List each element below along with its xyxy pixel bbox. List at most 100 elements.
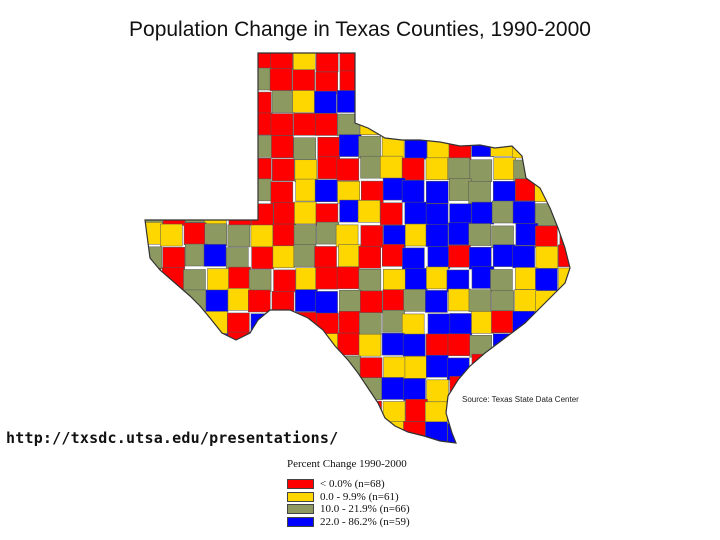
county-cell	[401, 112, 425, 136]
county-cell	[381, 332, 405, 356]
county-cell	[557, 423, 570, 443]
county-cell	[227, 312, 250, 336]
county-cell	[206, 399, 229, 422]
county-cell	[492, 112, 516, 135]
county-cell	[493, 157, 516, 180]
county-cell	[556, 354, 570, 378]
county-cell	[448, 222, 471, 245]
county-cell	[338, 311, 362, 334]
texas-map-svg	[144, 52, 571, 444]
county-cell	[182, 92, 206, 116]
county-cell	[145, 288, 163, 312]
county-cell	[185, 200, 208, 223]
county-cell	[448, 244, 471, 268]
county-cell	[405, 398, 428, 422]
county-cell	[182, 311, 205, 334]
legend-item-low: 0.0 - 9.9% (n=61)	[287, 491, 477, 504]
county-cell	[317, 137, 340, 160]
county-cell	[269, 68, 293, 91]
county-cell	[292, 69, 315, 92]
county-cell	[315, 113, 338, 136]
county-cell	[515, 178, 538, 202]
county-cell	[424, 401, 448, 425]
county-cell	[339, 399, 362, 422]
county-cell	[512, 245, 535, 269]
county-cell	[249, 135, 273, 158]
county-cell	[513, 70, 537, 94]
county-cell	[425, 290, 448, 313]
county-cell	[227, 400, 250, 424]
county-cell	[424, 70, 448, 93]
county-cell	[314, 179, 338, 202]
county-cell	[162, 399, 186, 422]
county-cell	[161, 267, 185, 290]
county-cell	[227, 288, 251, 311]
county-cell	[183, 378, 207, 401]
county-cell	[359, 357, 383, 380]
county-cell	[448, 112, 471, 135]
county-cell	[425, 224, 449, 247]
county-cell	[293, 244, 317, 267]
county-cell	[145, 91, 164, 115]
county-cell	[159, 53, 183, 71]
county-cell	[227, 331, 251, 355]
county-cell	[424, 114, 448, 137]
county-cell	[293, 113, 316, 136]
county-cell	[425, 157, 449, 181]
county-cell	[163, 178, 187, 201]
county-cell	[534, 90, 557, 113]
county-cell	[315, 291, 338, 314]
county-cell	[535, 421, 558, 443]
county-cell	[207, 268, 230, 291]
county-cell	[145, 70, 163, 93]
county-cell	[493, 69, 516, 93]
legend-label-high: 22.0 - 86.2% (n=59)	[320, 515, 410, 528]
county-cell	[558, 113, 570, 136]
county-cell	[145, 267, 161, 291]
texas-outline	[144, 52, 571, 444]
presentation-url[interactable]: http://txsdc.utsa.edu/presentations/	[6, 429, 339, 447]
county-cell	[426, 354, 449, 378]
county-cell	[145, 114, 161, 138]
legend-swatch-decline	[287, 479, 314, 490]
county-cell	[205, 311, 228, 334]
county-cell	[248, 178, 272, 202]
county-cell	[145, 334, 161, 357]
county-cell	[404, 356, 428, 379]
county-cell	[338, 355, 361, 379]
county-cell	[358, 333, 382, 357]
county-cell	[162, 203, 186, 226]
county-cell	[382, 309, 405, 333]
county-cell	[469, 159, 493, 182]
legend-label-decline: < 0.0% (n=68)	[320, 478, 385, 491]
county-cell	[184, 289, 208, 313]
county-cell	[294, 334, 317, 357]
county-cell	[534, 333, 558, 356]
county-cell	[382, 289, 406, 312]
county-cell	[535, 312, 558, 335]
county-cell	[512, 357, 536, 380]
county-cell	[226, 114, 249, 137]
county-cell	[227, 224, 251, 248]
county-cell	[401, 180, 425, 203]
county-cell	[270, 334, 294, 357]
county-cell	[515, 223, 539, 246]
county-cell	[182, 134, 206, 157]
county-cell	[162, 247, 186, 270]
county-cell	[317, 377, 341, 401]
legend-swatch-mid	[287, 504, 314, 515]
county-cell	[358, 135, 381, 159]
county-cell	[490, 269, 513, 292]
county-cell	[512, 111, 535, 135]
county-cell	[181, 112, 205, 135]
county-cell	[338, 244, 361, 267]
county-cell	[402, 247, 425, 271]
map-legend: Percent Change 1990-2000 < 0.0% (n=68) 0…	[287, 458, 477, 528]
county-cell	[427, 313, 451, 337]
county-cell	[446, 269, 470, 293]
county-cell	[404, 268, 428, 291]
county-cell	[182, 355, 206, 378]
county-cell	[425, 203, 449, 226]
county-cell	[426, 136, 450, 160]
county-cell	[359, 112, 383, 135]
